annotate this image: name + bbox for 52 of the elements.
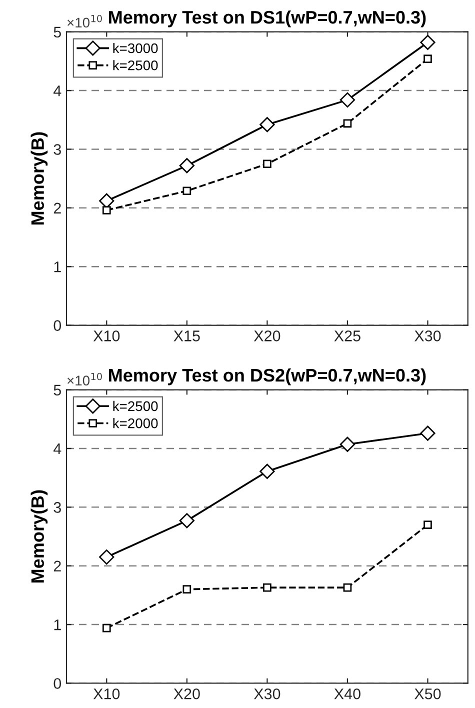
y-tick-label: 1: [54, 262, 61, 272]
y-tick-label: 2: [54, 202, 61, 214]
legend-label: k=2000: [113, 418, 158, 428]
legend-label: k=2500: [113, 400, 158, 412]
point: [340, 436, 356, 452]
x-tick-label: X10: [93, 688, 120, 700]
y-tick-label: 0: [54, 678, 62, 689]
point: [99, 193, 114, 208]
y-tick-label: 3: [54, 144, 61, 155]
text: ×10$^{10}$: [67, 372, 102, 386]
y-tick-label: 1: [54, 620, 61, 630]
y-tick-label: 4: [53, 444, 62, 454]
point: [102, 206, 111, 214]
x-tick-label: X20: [254, 330, 280, 342]
point: [99, 549, 114, 565]
y-tick-label: 5: [54, 26, 61, 38]
x-tick-label: X30: [414, 330, 441, 342]
y-axis-title: Memory(B): [30, 490, 48, 582]
x-tick-label: X15: [174, 330, 200, 342]
legend-label: k=3000: [113, 42, 158, 54]
point: [424, 520, 432, 529]
point: [263, 160, 272, 168]
point: [340, 92, 356, 108]
point: [182, 585, 192, 594]
point: [260, 117, 275, 132]
chart-title: Memory Test on DS1(wP=0.7,wN=0.3): [109, 10, 426, 28]
point: [420, 34, 436, 50]
point: [343, 119, 352, 128]
text: ×10$^{10}$: [67, 14, 102, 28]
x-tick-label: X20: [174, 688, 200, 700]
x-tick-label: X50: [414, 688, 441, 700]
y-axis-title: Memory(B): [30, 132, 48, 225]
point: [343, 583, 352, 592]
point: [260, 464, 275, 479]
x-tick-label: X40: [334, 688, 360, 700]
point: [424, 54, 432, 64]
point: [179, 513, 194, 528]
point: [420, 426, 436, 441]
point: [182, 186, 192, 196]
point: [179, 158, 194, 174]
y-tick-label: 0: [54, 320, 62, 331]
point: [102, 624, 111, 632]
y-tick-label: 3: [54, 502, 61, 513]
legend-label: k=2500: [113, 60, 158, 70]
x-tick-label: X30: [254, 688, 280, 700]
x-tick-label: X25: [334, 330, 360, 342]
y-tick-label: 2: [54, 560, 61, 572]
chart-title: Memory Test on DS2(wP=0.7,wN=0.3): [109, 368, 426, 386]
y-tick-label: 4: [53, 86, 62, 96]
point: [263, 583, 272, 592]
y-tick-label: 5: [54, 384, 61, 396]
x-tick-label: X10: [93, 330, 120, 342]
